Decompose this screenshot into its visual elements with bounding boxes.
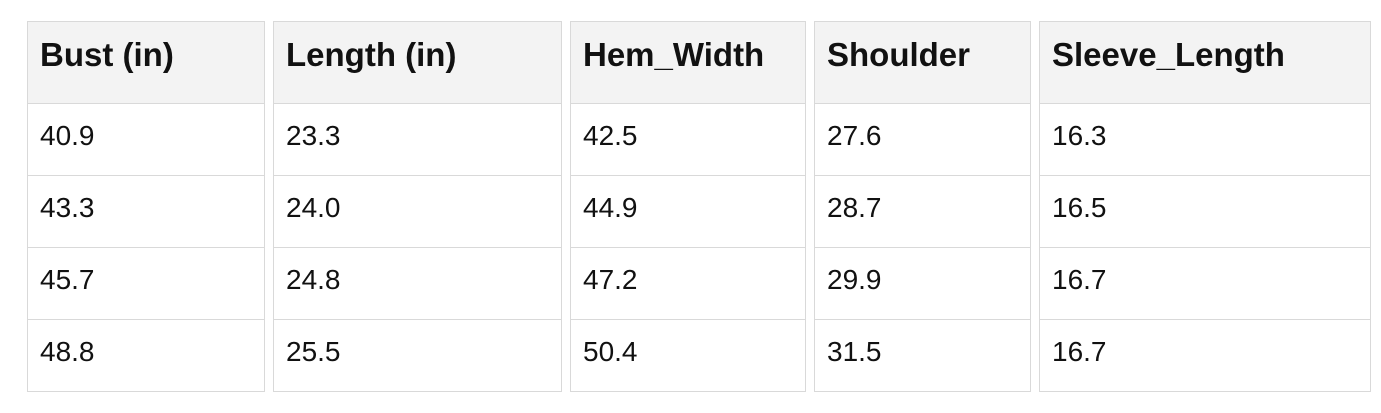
table-cell: 16.3 (1039, 104, 1371, 176)
table-cell: 44.9 (570, 176, 806, 248)
table-cell: 45.7 (27, 248, 265, 320)
table-cell: 29.9 (814, 248, 1031, 320)
column-header-sleeve-length: Sleeve_Length (1039, 21, 1371, 104)
table-cell: 42.5 (570, 104, 806, 176)
table-cell: 50.4 (570, 320, 806, 392)
column-header-length: Length (in) (273, 21, 562, 104)
table-cell: 24.8 (273, 248, 562, 320)
table-cell: 40.9 (27, 104, 265, 176)
table-row: 43.3 24.0 44.9 28.7 16.5 (27, 176, 1371, 248)
table-cell: 25.5 (273, 320, 562, 392)
table-cell: 48.8 (27, 320, 265, 392)
table-row: 45.7 24.8 47.2 29.9 16.7 (27, 248, 1371, 320)
table-row: 48.8 25.5 50.4 31.5 16.7 (27, 320, 1371, 392)
table-cell: 43.3 (27, 176, 265, 248)
table-cell: 16.5 (1039, 176, 1371, 248)
table-cell: 31.5 (814, 320, 1031, 392)
table-cell: 27.6 (814, 104, 1031, 176)
table-row: 40.9 23.3 42.5 27.6 16.3 (27, 104, 1371, 176)
column-header-bust: Bust (in) (27, 21, 265, 104)
table-cell: 24.0 (273, 176, 562, 248)
table-cell: 47.2 (570, 248, 806, 320)
table-cell: 28.7 (814, 176, 1031, 248)
measurements-table: Bust (in) Length (in) Hem_Width Shoulder… (19, 21, 1379, 392)
table-cell: 16.7 (1039, 320, 1371, 392)
column-header-shoulder: Shoulder (814, 21, 1031, 104)
header-row: Bust (in) Length (in) Hem_Width Shoulder… (27, 21, 1371, 104)
table-cell: 23.3 (273, 104, 562, 176)
column-header-hem-width: Hem_Width (570, 21, 806, 104)
table-cell: 16.7 (1039, 248, 1371, 320)
